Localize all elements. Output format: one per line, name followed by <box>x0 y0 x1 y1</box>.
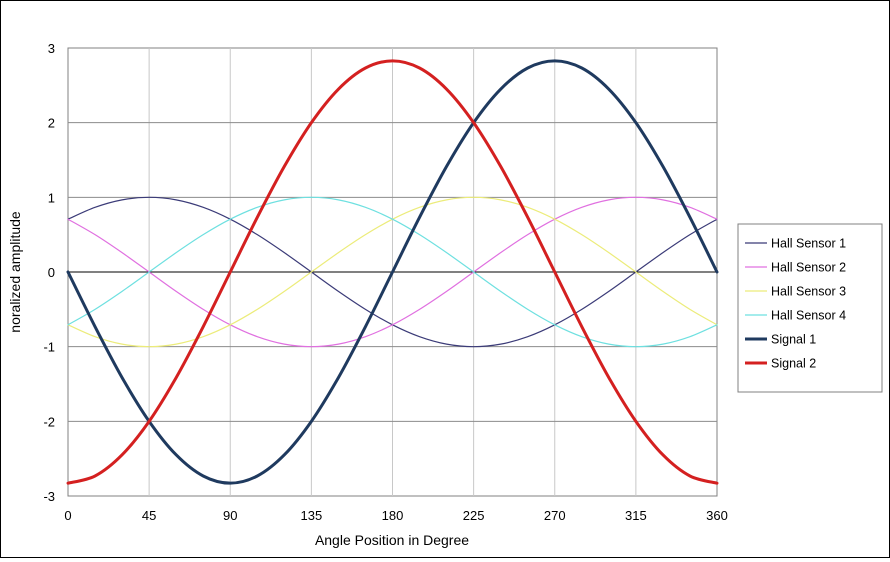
series-line-signal-1 <box>66 59 719 485</box>
y-tick-labels: -3 -2 -1 0 1 2 3 <box>43 41 55 504</box>
legend-label-hall-sensor-4: Hall Sensor 4 <box>771 309 846 323</box>
legend-label-hall-sensor-2: Hall Sensor 2 <box>771 261 846 275</box>
x-tick-label: 0 <box>64 508 71 523</box>
y-tick-label: 3 <box>48 41 55 56</box>
series-line-hall-sensor-4 <box>67 196 718 348</box>
x-tick-label: 360 <box>706 508 728 523</box>
series-line-signal-2 <box>66 59 719 485</box>
y-tick-label: -3 <box>43 489 55 504</box>
series-line-hall-sensor-2 <box>67 196 718 348</box>
y-axis-title: noralized amplitude <box>7 211 23 333</box>
series-lines <box>66 59 719 485</box>
x-tick-label: 270 <box>544 508 566 523</box>
x-tick-label: 180 <box>382 508 404 523</box>
y-tick-label: 2 <box>48 116 55 131</box>
x-tick-label: 135 <box>301 508 323 523</box>
legend-label-hall-sensor-1: Hall Sensor 1 <box>771 237 846 251</box>
x-tick-label: 315 <box>625 508 647 523</box>
legend: Hall Sensor 1 Hall Sensor 2 Hall Sensor 3 H… <box>737 223 883 393</box>
y-tick-label: 0 <box>48 265 55 280</box>
y-tick-label: 1 <box>48 190 55 205</box>
x-tick-label: 90 <box>223 508 237 523</box>
x-axis-title: Angle Position in Degree <box>315 532 469 548</box>
legend-label-signal-1: Signal 1 <box>771 333 816 347</box>
x-tick-label: 225 <box>463 508 485 523</box>
legend-label-signal-2: Signal 2 <box>771 357 816 371</box>
x-tick-label: 45 <box>142 508 156 523</box>
y-tick-label: -1 <box>43 340 55 355</box>
legend-label-hall-sensor-3: Hall Sensor 3 <box>771 285 846 299</box>
x-tick-labels: 0 45 90 135 180 225 270 315 360 <box>64 508 727 523</box>
y-tick-label: -2 <box>43 414 55 429</box>
